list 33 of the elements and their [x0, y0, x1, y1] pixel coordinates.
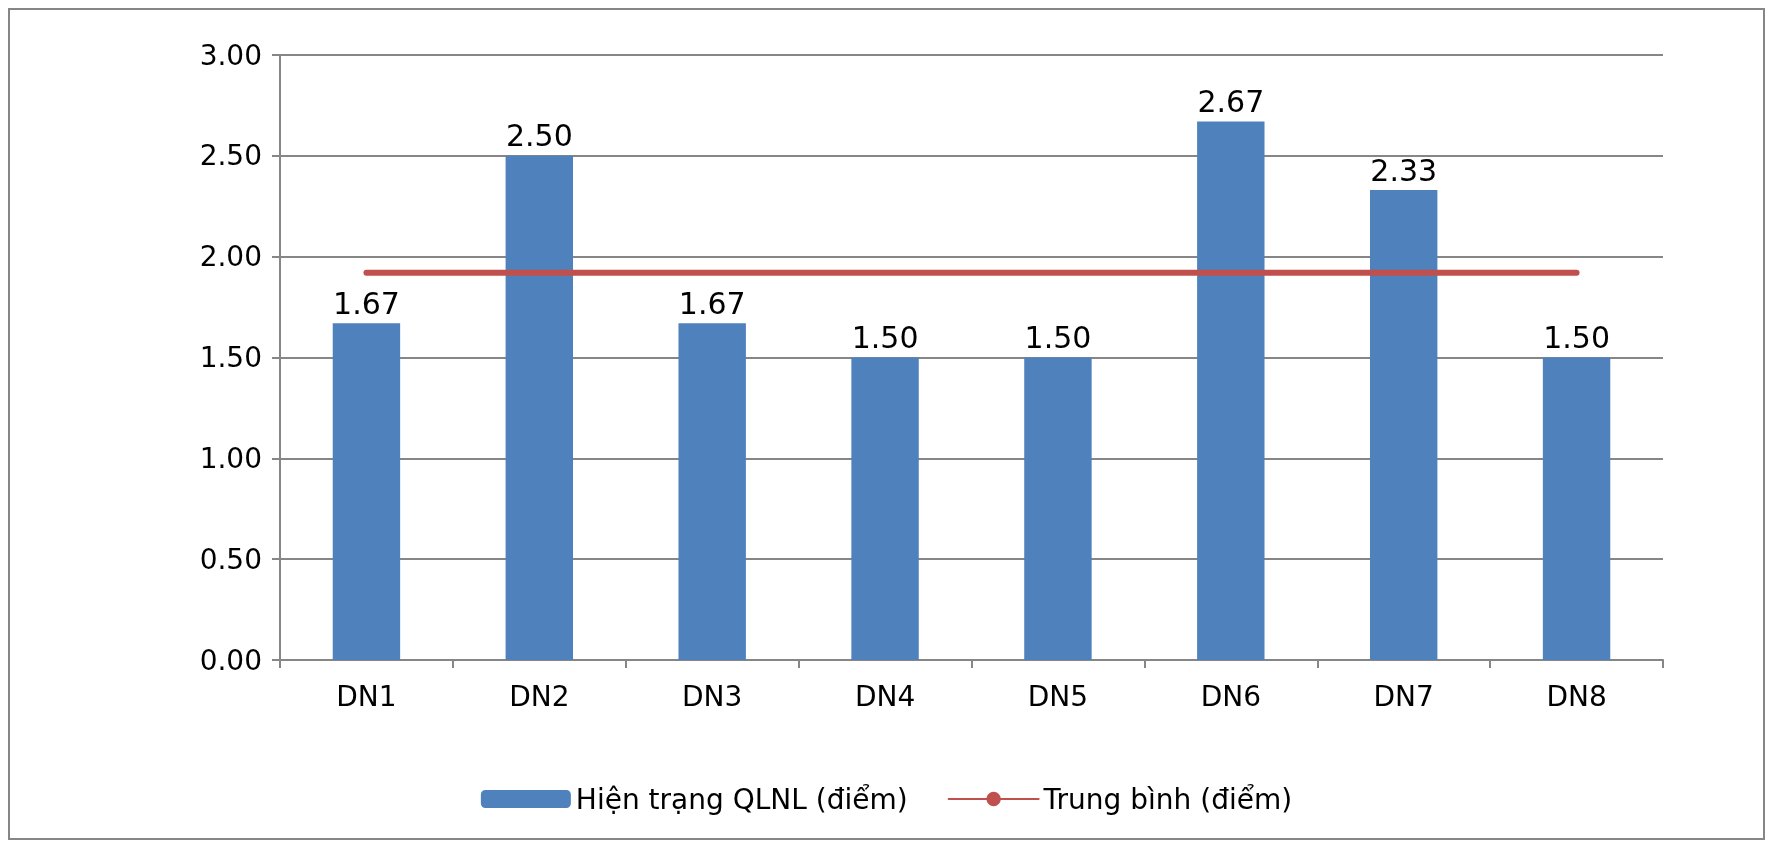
x-tick-label: DN8 [1546, 679, 1607, 713]
bar [678, 323, 746, 660]
bar [505, 155, 574, 660]
bar [1197, 121, 1265, 660]
bar [1542, 357, 1611, 660]
legend-label: Trung bình (điểm) [1042, 782, 1293, 816]
legend-label: Hiện trạng QLNL (điểm) [575, 782, 908, 816]
y-tick-label: 2.00 [199, 240, 262, 274]
x-tick-label: DN6 [1200, 679, 1261, 713]
y-tick-label: 0.50 [199, 542, 262, 576]
x-tick-label: DN5 [1027, 679, 1089, 713]
data-label: 1.50 [1543, 320, 1610, 355]
x-tick-label: DN4 [854, 679, 916, 713]
bar [1024, 357, 1092, 660]
data-label: 1.50 [851, 320, 919, 355]
data-label: 1.50 [1024, 320, 1092, 355]
bar [851, 357, 919, 660]
x-tick-label: DN1 [336, 679, 397, 713]
data-label: 2.50 [505, 118, 573, 154]
data-label: 2.67 [1197, 84, 1265, 120]
y-tick-label: 3.00 [199, 38, 262, 72]
y-tick-label: 2.50 [199, 139, 262, 173]
y-tick-label: 1.00 [199, 441, 262, 475]
bar [1369, 190, 1438, 660]
x-tick-label: DN7 [1373, 679, 1434, 713]
data-label: 2.33 [1370, 152, 1438, 188]
data-label: 1.67 [333, 285, 400, 321]
bar [332, 323, 401, 660]
x-tick-label: DN3 [682, 679, 743, 713]
x-tick-label: DN2 [509, 679, 570, 713]
y-tick-label: 0.00 [199, 643, 262, 677]
y-tick-label: 1.50 [199, 341, 262, 374]
data-label: 1.67 [678, 285, 746, 321]
